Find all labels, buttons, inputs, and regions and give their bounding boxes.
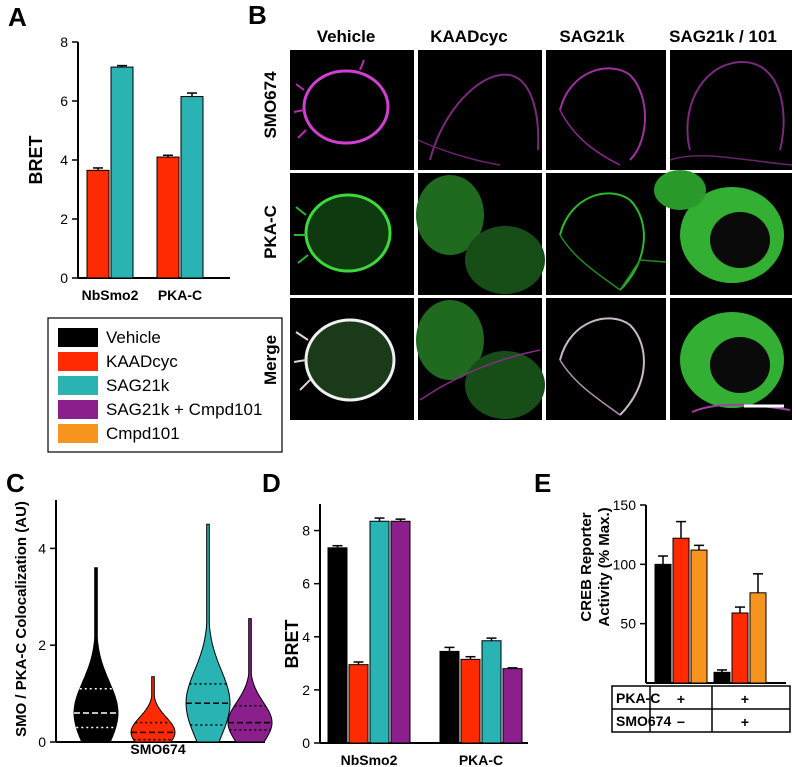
chartA-ytick-label-0: 0: [60, 270, 68, 286]
chartA-ytick-label-8: 8: [60, 34, 68, 50]
chart-a-ylabel: BRET: [26, 135, 46, 184]
panel-letter-a: A: [8, 2, 27, 32]
chartA-cat-nbsmo2: NbSmo2: [82, 287, 139, 303]
micrograph-pka-c-vehicle: [290, 173, 414, 295]
mic-col-vehicle: Vehicle: [317, 27, 376, 46]
legend-swatch-sag21k-cmpd101: [58, 400, 98, 419]
chart-c-xlabel: SMO674: [130, 741, 185, 757]
legend-swatch-cmpd101: [58, 424, 98, 443]
legend-swatch-kaadcyc: [58, 352, 98, 371]
legend-label-cmpd101: Cmpd101: [106, 424, 180, 443]
chartA-bar-sag21k-1: [180, 96, 204, 279]
micrograph-merge-sag21k: [546, 298, 666, 420]
panel-letter-e: E: [534, 468, 551, 498]
chartE-bar-vehicle-1: [713, 671, 731, 684]
chartA-bar-sag21k-0: [110, 66, 134, 279]
mic-col-sag21k: SAG21k: [559, 27, 625, 46]
chart-e-table-cell-0-0: +: [677, 691, 685, 707]
chartA-bar-kaadcyc-1: [156, 156, 180, 279]
mic-row-merge: Merge: [261, 335, 280, 385]
chart-d: BRET 0 2 4 6 8 NbSmo2 PKA-C: [282, 504, 528, 767]
mic-row-pka-c: PKA-C: [261, 205, 280, 259]
chart-e: CREB Reporter Activity (% Max.) 50 100 150…: [578, 497, 791, 733]
violin-kaadcyc: [130, 676, 176, 743]
legend-swatch-sag21k: [58, 376, 98, 395]
chart-e-ylabel-line1: CREB Reporter: [578, 512, 595, 621]
chartD-cat-nbsmo2: NbSmo2: [341, 752, 398, 767]
chartA-ytick-label-4: 4: [60, 152, 68, 168]
chart-e-table-cell-1-1: +: [741, 714, 749, 730]
chart-c: SMO / PKA-C Colocalization (AU) SMO674 0…: [13, 500, 273, 757]
micrograph-pka-c-kaadcyc: [416, 173, 545, 295]
chartA-cat-pka-c: PKA-C: [158, 287, 202, 303]
chartD-cat-pka-c: PKA-C: [459, 752, 503, 767]
micrograph-merge-sag21k-101: [670, 298, 792, 420]
chartE-bar-cmpd101-1: [749, 592, 767, 684]
mic-col-sag21k-101: SAG21k / 101: [669, 27, 777, 46]
chartD-ytick-label-8: 8: [302, 523, 310, 539]
chartE-bar-vehicle-0: [654, 563, 672, 684]
chartE-bar-kaadcyc-1: [731, 612, 749, 684]
micrograph-smo674-vehicle: [290, 50, 414, 170]
violin-sag21k: [185, 523, 231, 743]
chartE-ytick-label-100: 100: [613, 556, 637, 572]
chartD-bar-sag21k-cmpd101-1: [502, 668, 523, 744]
chartA-ytick-label-6: 6: [60, 93, 68, 109]
micrograph-smo674-sag21k-101: [669, 50, 793, 170]
legend-label-sag21k: SAG21k: [106, 376, 170, 395]
chartD-bar-kaadcyc-1: [460, 658, 481, 744]
chartD-bar-sag21k-cmpd101-0: [390, 520, 411, 744]
microscopy-panel: Vehicle KAADcyc SAG21k SAG21k / 101 SMO6…: [261, 27, 793, 420]
mic-col-kaadcyc: KAADcyc: [430, 27, 507, 46]
legend-label-sag21k-cmpd101: SAG21k + Cmpd101: [106, 400, 262, 419]
violin-sag21k-cmpd101: [227, 618, 273, 743]
chart-e-table-label-smo674: SMO674: [616, 713, 671, 729]
chart-e-table-cell-1-0: −: [677, 714, 685, 730]
chartA-ytick-label-2: 2: [60, 211, 68, 227]
chartE-bar-cmpd101-0: [690, 549, 708, 684]
chartE-ytick-label-50: 50: [620, 616, 636, 632]
panel-letter-b: B: [248, 0, 267, 30]
chart-c-ytick-label-0: 0: [38, 734, 46, 750]
chartD-ytick-label-2: 2: [302, 682, 310, 698]
chart-e-table-cell-0-1: +: [741, 691, 749, 707]
chartE-ytick-label-150: 150: [613, 497, 637, 513]
chartD-ytick-label-4: 4: [302, 629, 310, 645]
legend-swatch-vehicle: [58, 328, 98, 347]
chart-c-ylabel: SMO / PKA-C Colocalization (AU): [13, 501, 30, 737]
panel-letter-d: D: [262, 468, 281, 498]
violin-vehicle: [73, 567, 119, 743]
chart-c-ytick-label-4: 4: [38, 540, 46, 556]
chart-d-ylabel: BRET: [282, 619, 302, 668]
chartD-bar-sag21k-1: [481, 640, 502, 744]
micrograph-smo674-sag21k: [546, 50, 666, 170]
micrograph-merge-kaadcyc: [416, 298, 545, 420]
chart-e-table-label-pka-c: PKA-C: [616, 690, 660, 706]
chartD-ytick-label-6: 6: [302, 576, 310, 592]
micrograph-smo674-kaadcyc: [417, 50, 542, 170]
legend: Vehicle KAADcyc SAG21k SAG21k + Cmpd101 …: [47, 317, 283, 453]
chartD-bar-vehicle-0: [327, 547, 348, 744]
legend-label-vehicle: Vehicle: [106, 328, 161, 347]
chart-a: BRET 0 2 4 6 8 NbSmo2 PKA-C: [26, 34, 230, 303]
panel-letter-c: C: [6, 468, 25, 498]
micrograph-pka-c-sag21k: [546, 173, 667, 295]
chartA-bar-kaadcyc-0: [86, 169, 110, 279]
chartD-ytick-label-0: 0: [302, 735, 310, 751]
micrograph-merge-vehicle: [290, 298, 414, 420]
chart-c-ytick-label-2: 2: [38, 637, 46, 653]
chartD-bar-vehicle-1: [439, 650, 460, 744]
micrograph-pka-c-sag21k-101: [654, 170, 792, 295]
chartD-bar-sag21k-0: [369, 520, 390, 744]
chartD-bar-kaadcyc-0: [348, 664, 369, 744]
mic-row-smo674: SMO674: [261, 71, 280, 139]
chartE-bar-kaadcyc-0: [672, 537, 690, 684]
legend-label-kaadcyc: KAADcyc: [106, 352, 178, 371]
chart-e-ylabel-line2: Activity (% Max.): [596, 507, 613, 626]
